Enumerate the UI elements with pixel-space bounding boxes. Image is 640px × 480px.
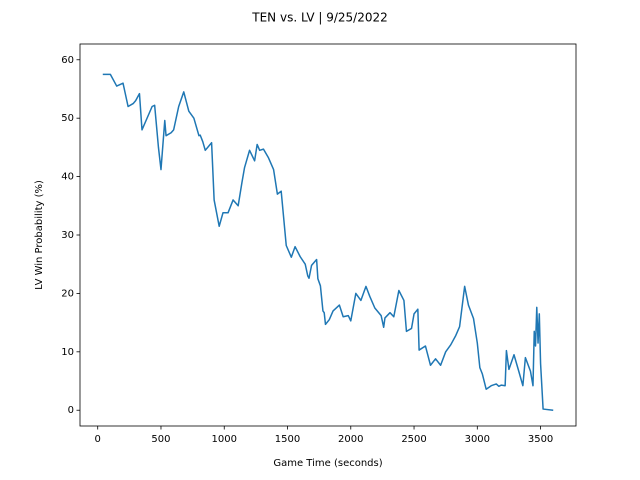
y-tick-label: 40 (61, 172, 74, 183)
line-series (102, 73, 554, 411)
x-tick-label: 2000 (338, 434, 363, 445)
x-tick-label: 2500 (401, 434, 426, 445)
y-tick-label: 60 (61, 55, 74, 66)
x-tick-label: 1000 (212, 434, 237, 445)
chart-title: TEN vs. LV | 9/25/2022 (251, 11, 387, 25)
y-tick-label: 10 (61, 347, 74, 358)
x-tick-label: 0 (95, 434, 101, 445)
y-tick-label: 50 (61, 113, 74, 124)
x-tick-label: 3000 (465, 434, 490, 445)
plot-frame (79, 43, 577, 427)
x-axis-label: Game Time (seconds) (273, 458, 382, 469)
y-tick-label: 20 (61, 288, 74, 299)
x-tick-label: 1500 (275, 434, 300, 445)
y-axis-label: LV Win Probability (%) (34, 180, 45, 290)
x-tick-label: 500 (151, 434, 170, 445)
y-tick-label: 30 (61, 230, 74, 241)
x-tick-label: 3500 (528, 434, 553, 445)
y-tick-label: 0 (68, 405, 74, 416)
